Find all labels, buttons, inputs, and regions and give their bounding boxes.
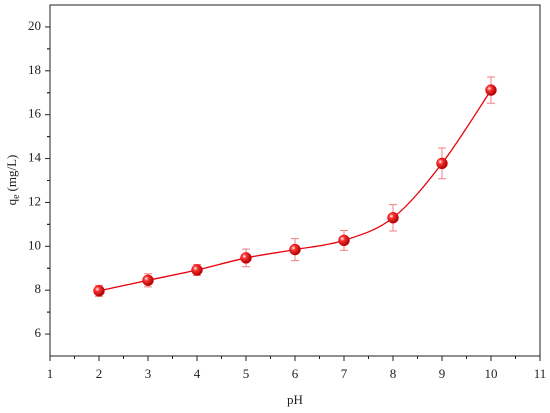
- y-tick-label: 8: [35, 281, 42, 296]
- data-point: [93, 285, 105, 297]
- y-tick-label: 20: [28, 18, 41, 33]
- y-label-unit: (mg/L): [4, 155, 19, 192]
- data-point: [191, 264, 203, 276]
- plot-frame: [49, 4, 541, 357]
- x-tick-label: 2: [96, 366, 103, 381]
- x-tick-label: 8: [390, 366, 397, 381]
- y-tick-label: 16: [28, 106, 42, 121]
- y-label-main: q: [4, 198, 19, 205]
- data-point: [240, 252, 252, 264]
- data-point: [387, 212, 399, 224]
- data-point: [338, 234, 350, 247]
- x-tick-label: 9: [439, 366, 446, 381]
- data-point: [485, 84, 497, 96]
- y-tick-label: 14: [28, 150, 42, 165]
- data-point: [289, 243, 301, 256]
- x-tick-label: 4: [194, 366, 201, 381]
- x-tick-label: 6: [292, 366, 299, 381]
- x-tick-label: 7: [341, 366, 348, 381]
- y-tick-label: 10: [28, 237, 41, 252]
- y-tick-label: 18: [28, 62, 41, 77]
- x-tick-label: 5: [243, 366, 250, 381]
- y-axis-label: qe (mg/L): [4, 155, 22, 206]
- data-point: [142, 274, 154, 287]
- x-tick-label: 3: [145, 366, 152, 381]
- x-tick-label: 10: [485, 366, 498, 381]
- x-tick-label: 11: [534, 366, 547, 381]
- y-tick-label: 12: [28, 193, 41, 208]
- data-point: [436, 157, 448, 170]
- x-axis-label: pH: [287, 392, 303, 407]
- x-tick-label: 1: [47, 366, 54, 381]
- y-label-sub: e: [11, 194, 22, 199]
- y-tick-label: 6: [35, 325, 42, 340]
